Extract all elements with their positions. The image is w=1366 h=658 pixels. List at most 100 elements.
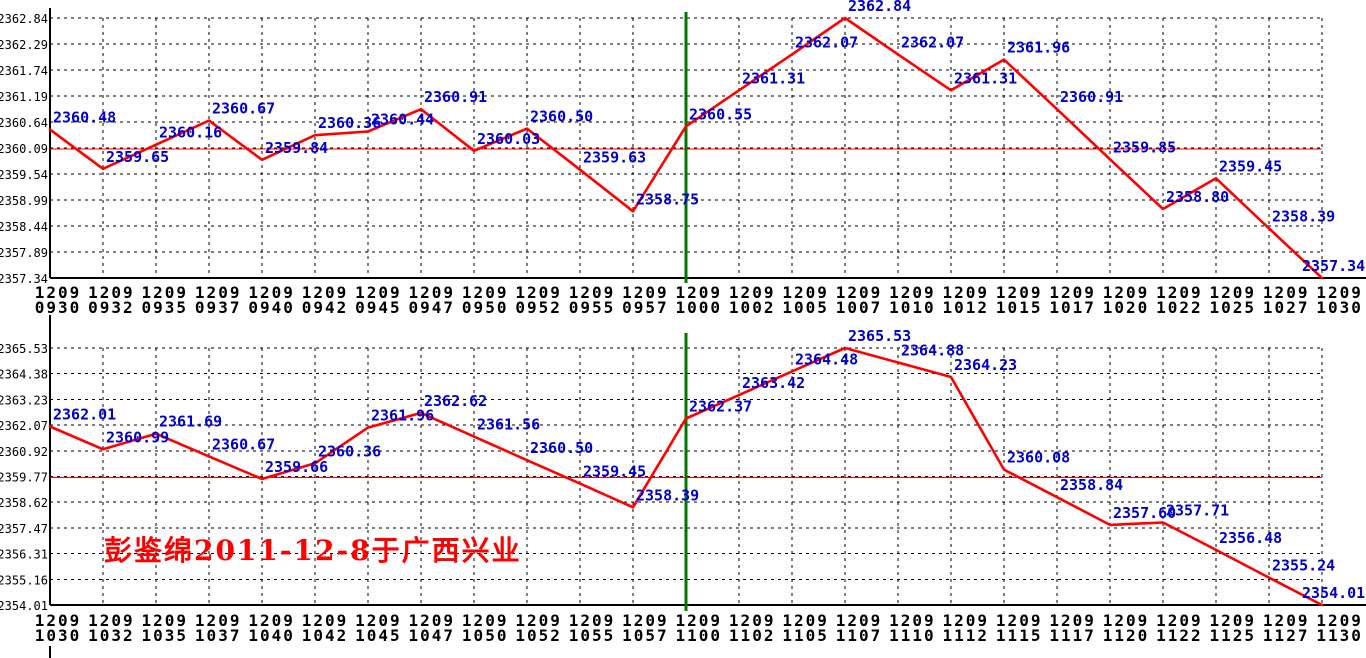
x-tick-date-label: 1209: [409, 283, 456, 302]
data-point-label: 2364.48: [795, 350, 858, 368]
data-point-label: 2355.24: [1272, 557, 1335, 575]
y-tick-label: 2358.44: [0, 220, 48, 234]
price-line: [48, 346, 1324, 607]
data-point-label: 2361.31: [954, 69, 1017, 87]
y-tick-label: 2355.16: [0, 573, 48, 587]
data-point-label: 2358.80: [1166, 188, 1229, 206]
x-tick-time-label: 1105: [782, 626, 829, 645]
x-tick-date-label: 1209: [1156, 283, 1203, 302]
data-point-label: 2361.31: [742, 69, 805, 87]
y-tick-label: 2354.01: [0, 599, 48, 613]
x-tick-date-label: 1209: [35, 611, 82, 630]
y-tick-label: 2358.62: [0, 496, 48, 510]
x-tick-date-label: 1209: [142, 611, 189, 630]
y-tick-label: 2362.84: [0, 12, 48, 26]
x-tick-time-label: 1102: [729, 626, 776, 645]
x-tick-time-label: 1025: [1210, 298, 1257, 317]
x-tick-time-label: 1112: [943, 626, 990, 645]
y-tick-label: 2360.64: [0, 116, 48, 130]
x-tick-time-label: 0932: [88, 298, 135, 317]
data-point-label: 2360.91: [1060, 88, 1123, 106]
x-tick-date-label: 1209: [1210, 611, 1257, 630]
x-tick-date-label: 1209: [569, 283, 616, 302]
x-tick-date-label: 1209: [1156, 611, 1203, 630]
x-tick-time-label: 1030: [35, 626, 82, 645]
data-point-label: 2360.55: [689, 105, 752, 123]
data-point-label: 2360.36: [318, 442, 381, 460]
x-tick-time-label: 1045: [355, 626, 402, 645]
x-tick-time-label: 1122: [1156, 626, 1203, 645]
data-point-label: 2359.45: [583, 463, 646, 481]
x-tick-date-label: 1209: [35, 283, 82, 302]
data-point-label: 2360.50: [530, 439, 593, 457]
x-tick-time-label: 1040: [248, 626, 295, 645]
x-tick-date-label: 1209: [622, 611, 669, 630]
x-tick-time-label: 1052: [515, 626, 562, 645]
x-tick-time-label: 1120: [1103, 626, 1150, 645]
x-tick-time-label: 1007: [836, 298, 883, 317]
y-tick-label: 2362.07: [0, 419, 48, 433]
x-tick-time-label: 1042: [302, 626, 349, 645]
x-tick-date-label: 1209: [1049, 283, 1096, 302]
x-tick-time-label: 1005: [782, 298, 829, 317]
y-tick-label: 2359.54: [0, 168, 48, 182]
x-tick-time-label: 0935: [142, 298, 189, 317]
chart-panel-1: 2362.84 2362.29 2361.74 2361.19 2360.64 2360.…: [0, 0, 1366, 317]
y-tick-label: 2360.09: [0, 142, 48, 156]
x-tick-time-label: 1117: [1049, 626, 1096, 645]
x-tick-time-label: 1035: [142, 626, 189, 645]
data-point-label: 2358.84: [1060, 476, 1123, 494]
data-point-label: 2354.01: [1302, 584, 1365, 602]
data-point-label: 2360.91: [424, 88, 487, 106]
y-tick-label: 2361.74: [0, 64, 48, 78]
data-point-label: 2356.48: [1219, 529, 1282, 547]
data-point-label: 2359.63: [583, 149, 646, 167]
x-tick-date-label: 1209: [409, 611, 456, 630]
x-tick-time-label: 1027: [1263, 298, 1310, 317]
x-tick-date-label: 1209: [943, 611, 990, 630]
x-tick-time-label: 1057: [622, 626, 669, 645]
x-tick-date-label: 1209: [302, 283, 349, 302]
data-point-label: 2357.71: [1166, 502, 1229, 520]
x-tick-date-label: 1209: [88, 283, 135, 302]
x-tick-time-label: 1125: [1210, 626, 1257, 645]
x-tick-date-label: 1209: [622, 283, 669, 302]
chart-panel-2: 2365.53 2364.38 2363.23 2362.07 2360.92 2359.…: [0, 315, 1366, 645]
data-point-label: 2362.07: [795, 33, 858, 51]
x-tick-date-label: 1209: [1103, 283, 1150, 302]
data-point-label: 2361.69: [159, 413, 222, 431]
x-tick-time-label: 0947: [409, 298, 456, 317]
x-tick-date-label: 1209: [889, 283, 936, 302]
x-tick-date-label: 1209: [248, 611, 295, 630]
data-point-label: 2364.23: [954, 356, 1017, 374]
x-tick-date-label: 1209: [782, 611, 829, 630]
x-tick-time-label: 1010: [889, 298, 936, 317]
x-tick-date-label: 1209: [142, 283, 189, 302]
x-tick-date-label: 1209: [996, 611, 1043, 630]
x-tick-time-label: 0950: [462, 298, 509, 317]
x-tick-date-label: 1209: [676, 283, 723, 302]
x-tick-time-label: 1012: [943, 298, 990, 317]
x-tick-date-label: 1209: [88, 611, 135, 630]
x-tick-time-label: 0930: [35, 298, 82, 317]
x-tick-date-label: 1209: [729, 611, 776, 630]
x-tick-time-label: 0940: [248, 298, 295, 317]
x-tick-date-label: 1209: [355, 283, 402, 302]
x-tick-time-label: 1115: [996, 626, 1043, 645]
x-tick-time-label: 1000: [676, 298, 723, 317]
x-tick-time-label: 1030: [1316, 298, 1363, 317]
data-point-label: 2361.56: [477, 416, 540, 434]
data-point-label: 2362.37: [689, 398, 752, 416]
y-tick-label: 2357.89: [0, 246, 48, 260]
x-tick-date-label: 1209: [1316, 283, 1363, 302]
data-point-label: 2360.03: [477, 130, 540, 148]
y-tick-label: 2359.77: [0, 471, 48, 485]
data-point-label: 2360.99: [106, 428, 169, 446]
data-point-label: 2359.66: [265, 458, 328, 476]
x-tick-time-label: 1032: [88, 626, 135, 645]
x-tick-time-label: 1127: [1263, 626, 1310, 645]
x-tick-date-label: 1209: [248, 283, 295, 302]
x-tick-date-label: 1209: [302, 611, 349, 630]
x-tick-time-label: 1017: [1049, 298, 1096, 317]
